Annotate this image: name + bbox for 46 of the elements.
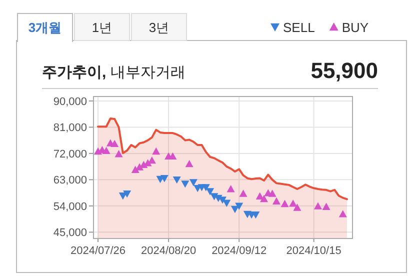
point bbox=[322, 202, 330, 210]
point bbox=[338, 210, 347, 218]
point bbox=[293, 204, 302, 211]
point bbox=[114, 150, 123, 158]
point bbox=[110, 140, 119, 148]
point bbox=[260, 194, 268, 202]
point bbox=[256, 192, 264, 200]
point bbox=[172, 176, 181, 184]
point bbox=[102, 146, 110, 154]
y-tick-label: 63,000 bbox=[53, 174, 87, 187]
point bbox=[239, 190, 248, 197]
chart-title: 주가추이, 내부자거래 bbox=[42, 64, 186, 81]
point bbox=[235, 202, 244, 210]
point bbox=[289, 200, 298, 207]
point bbox=[230, 206, 239, 214]
y-tick-label: 90,000 bbox=[53, 96, 87, 108]
text: 3년 bbox=[148, 20, 170, 35]
point bbox=[189, 179, 198, 186]
y-tick-label: 81,000 bbox=[53, 122, 87, 134]
point bbox=[160, 175, 168, 182]
legend-label: SELL bbox=[283, 20, 315, 35]
point bbox=[272, 197, 280, 204]
text: 55,900 bbox=[310, 58, 378, 83]
text: 1년 bbox=[92, 20, 112, 35]
point bbox=[210, 193, 218, 200]
legend-label: BUY bbox=[342, 20, 369, 35]
y-tick-label: 72,000 bbox=[53, 148, 87, 160]
point bbox=[206, 188, 214, 196]
point bbox=[280, 200, 289, 208]
x-tick-label: 2024/08/20 bbox=[141, 245, 196, 257]
x-tick-label: 2024/09/12 bbox=[212, 245, 267, 257]
point bbox=[136, 163, 144, 170]
y-tick-label: 45,000 bbox=[53, 227, 87, 240]
point bbox=[152, 147, 160, 155]
point bbox=[268, 190, 276, 197]
point bbox=[222, 200, 231, 208]
point bbox=[181, 180, 190, 188]
point bbox=[185, 160, 194, 168]
y-tick-label: 54,000 bbox=[53, 200, 87, 213]
point bbox=[226, 185, 235, 192]
point bbox=[202, 184, 210, 192]
x-tick-label: 2024/07/26 bbox=[70, 245, 126, 257]
text: 3개월 bbox=[28, 20, 62, 35]
x-tick-label: 2024/10/15 bbox=[286, 245, 342, 257]
point bbox=[123, 190, 132, 198]
point bbox=[314, 202, 322, 210]
